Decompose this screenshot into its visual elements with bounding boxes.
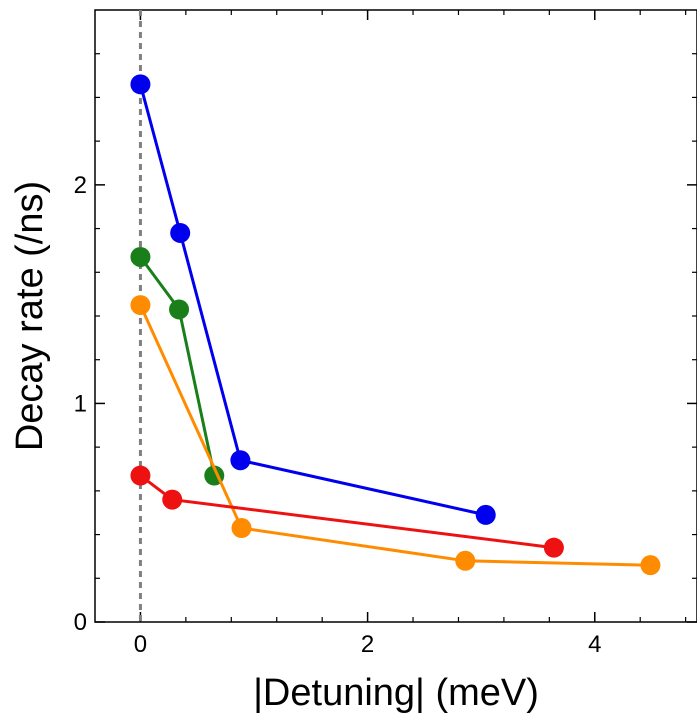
x-tick-label: 4 [588, 631, 601, 658]
data-point [231, 518, 252, 539]
data-point [130, 465, 151, 486]
data-point [162, 489, 183, 510]
data-point [475, 504, 496, 525]
series-2 [130, 246, 225, 486]
series-3 [130, 295, 661, 576]
data-point [169, 299, 190, 320]
x-tick-label: 0 [134, 631, 147, 658]
series-4 [130, 465, 564, 558]
data-point [230, 450, 251, 471]
series-line [139, 304, 651, 567]
y-tick-label: 2 [74, 172, 87, 199]
data-point [130, 246, 151, 267]
data-point [170, 222, 191, 243]
y-axis-title: Decay rate (/ns) [9, 181, 51, 451]
series-line [138, 83, 487, 517]
y-tick-label: 1 [74, 390, 87, 417]
x-tick-label: 2 [361, 631, 374, 658]
data-point [543, 537, 564, 558]
data-point [130, 74, 151, 95]
series-1 [130, 74, 496, 525]
data-point [640, 555, 661, 576]
data-point [455, 550, 476, 571]
x-axis-title: |Detuning| (meV) [253, 672, 539, 714]
data-point [130, 295, 151, 316]
y-tick-label: 0 [74, 609, 87, 636]
